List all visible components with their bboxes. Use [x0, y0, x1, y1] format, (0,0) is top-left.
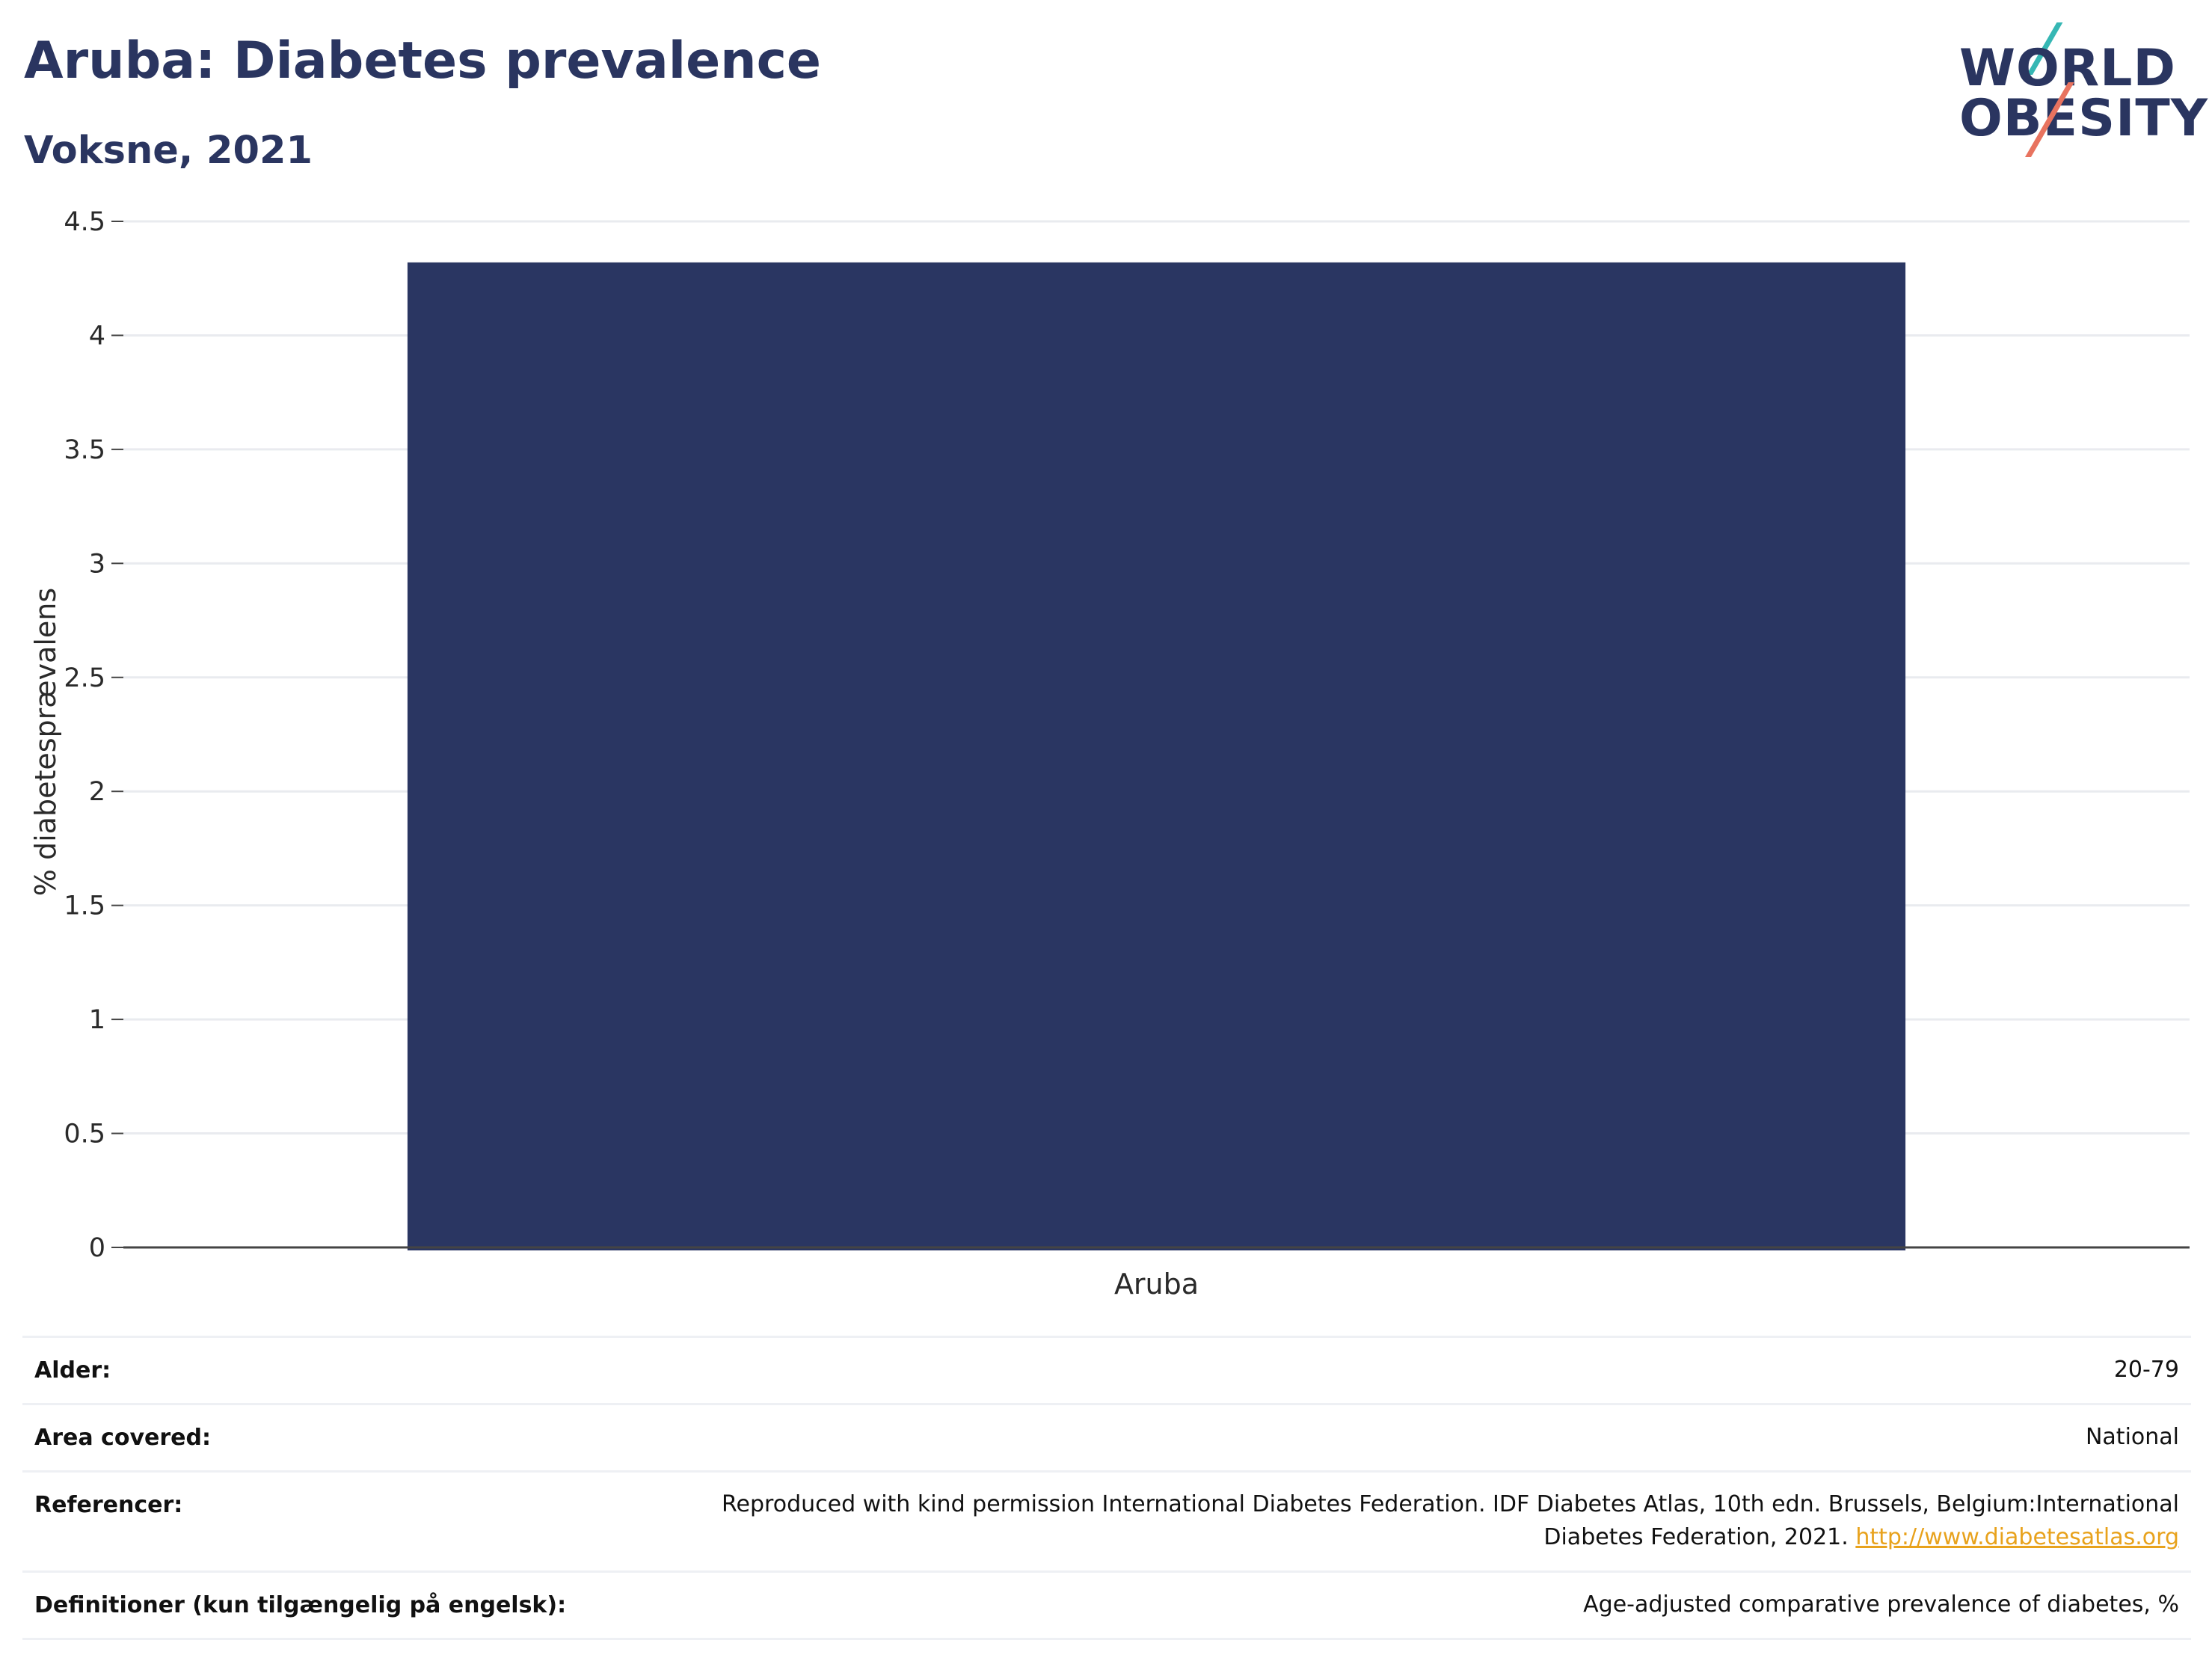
y-axis-title: % diabetesprævalens — [29, 588, 62, 896]
y-tick-label: 2 — [89, 777, 105, 807]
chart-title: Aruba: Diabetes prevalence — [24, 31, 822, 90]
y-tick-label: 1.5 — [64, 891, 105, 921]
info-table: Alder: 20-79 Area covered: National Refe… — [22, 1336, 2191, 1640]
info-row-area: Area covered: National — [22, 1403, 2191, 1470]
references-label: Referencer: — [34, 1492, 183, 1518]
y-axis-ticks: 0 0.5 1 1.5 2 2.5 3 3.5 4 4.5 — [64, 207, 123, 1263]
y-tick-label: 4.5 — [64, 207, 105, 237]
age-value: 20-79 — [2113, 1357, 2179, 1383]
info-row-definitions: Definitioner (kun tilgængelig på engelsk… — [22, 1570, 2191, 1640]
chart-subtitle: Voksne, 2021 — [24, 129, 313, 173]
definitions-value: Age-adjusted comparative prevalence of d… — [1583, 1591, 2179, 1618]
info-row-references: Referencer: Reproduced with kind permiss… — [22, 1470, 2191, 1570]
bar-chart: 0 0.5 1 1.5 2 2.5 3 3.5 4 4.5 Aruba % diabetespræ… — [29, 207, 2190, 1301]
area-label: Area covered: — [34, 1425, 211, 1451]
definitions-label: Definitioner (kun tilgængelig på engelsk… — [34, 1592, 567, 1618]
y-tick-label: 2.5 — [64, 663, 105, 693]
y-tick-label: 0.5 — [64, 1120, 105, 1149]
y-tick-label: 4 — [89, 321, 105, 351]
info-row-age: Alder: 20-79 — [22, 1336, 2191, 1403]
references-link[interactable]: http://www.diabetesatlas.org — [1855, 1524, 2179, 1550]
logo-text-obesity: OBESITY — [1959, 89, 2208, 148]
references-text-line1: Reproduced with kind permission Internat… — [722, 1491, 2179, 1517]
x-axis-ticks: Aruba — [1114, 1268, 1199, 1301]
bars — [407, 262, 1906, 1250]
age-label: Alder: — [34, 1357, 111, 1384]
world-obesity-logo: WORLD OBESITY — [1944, 22, 2208, 157]
y-tick-label: 0 — [89, 1233, 105, 1263]
y-tick-label: 3.5 — [64, 435, 105, 465]
y-tick-label: 1 — [89, 1005, 105, 1035]
x-tick-label: Aruba — [1114, 1268, 1199, 1301]
references-value: Reproduced with kind permission Internat… — [722, 1488, 2179, 1554]
y-tick-label: 3 — [89, 549, 105, 579]
references-text-line2: Diabetes Federation, 2021. — [1543, 1524, 1849, 1550]
area-value: National — [2085, 1424, 2179, 1450]
bar-aruba[interactable] — [407, 262, 1906, 1250]
